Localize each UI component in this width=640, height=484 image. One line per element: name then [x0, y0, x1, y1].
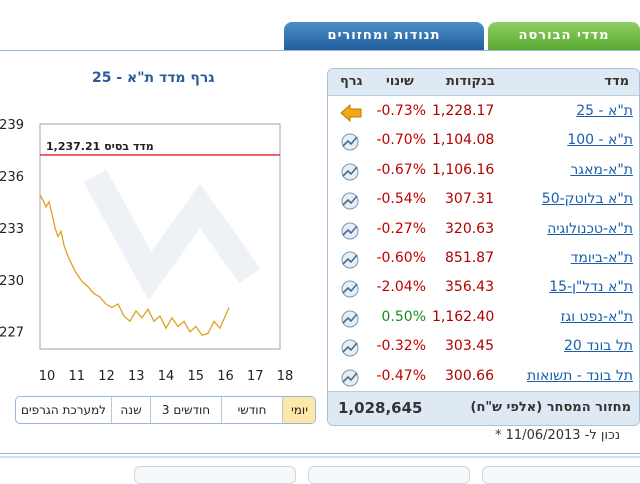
- tab-volatility-turnover[interactable]: תנודות ומחזורים: [284, 22, 484, 50]
- points-value: 1,228.17: [432, 103, 495, 119]
- table-row[interactable]: -0.47% 300.66 תל בונד - תשואות: [328, 362, 639, 392]
- y-tick-label: 230: [0, 274, 24, 289]
- points-value: 1,162.40: [432, 308, 495, 325]
- points-value: 356.43: [445, 279, 494, 296]
- tab-index-stocks[interactable]: מדדי הבורסה: [488, 22, 640, 50]
- watermark-logo: [83, 169, 261, 301]
- index-name-link[interactable]: ת"א-נפט וגז: [560, 308, 633, 325]
- header-points: בנקודות: [446, 74, 495, 89]
- chart-icon[interactable]: [340, 163, 362, 181]
- chart-icon[interactable]: [340, 222, 362, 240]
- change-value: -0.70%: [376, 132, 426, 149]
- range-button-monthly[interactable]: חודשי: [221, 397, 282, 423]
- table-row[interactable]: -2.04% 356.43 ת"א נדל"ן-15: [328, 273, 639, 303]
- chart-icon[interactable]: [340, 339, 362, 357]
- index-name-link[interactable]: ת"א בלוטק-50: [541, 191, 633, 208]
- table-row[interactable]: -0.32% 303.45 תל בונד 20: [328, 332, 639, 362]
- bottom-button[interactable]: [134, 466, 296, 484]
- points-value: 1,106.16: [432, 161, 495, 178]
- chart-icon[interactable]: [340, 133, 362, 151]
- turnover-label: מחזור המסחר (אלפי ש"ח): [470, 400, 632, 415]
- x-tick-label: 15: [187, 369, 204, 384]
- points-value: 320.63: [445, 220, 494, 237]
- y-tick-label: 227: [0, 326, 24, 341]
- change-value: -0.54%: [376, 191, 426, 208]
- y-tick-label: 239: [0, 118, 24, 133]
- x-tick-label: 17: [247, 369, 264, 384]
- index-name-link[interactable]: ת"א-טכנולוגיה: [547, 220, 633, 237]
- bottom-button[interactable]: [308, 466, 470, 484]
- bottom-button[interactable]: [482, 466, 640, 484]
- points-value: 851.87: [445, 250, 494, 266]
- line-chart: 239 236 233 230 227 10 11 12 13 14 15 16 17 18 מדד בסי…: [0, 118, 294, 384]
- series-line: [39, 194, 230, 336]
- index-name-link[interactable]: ת"א נדל"ן-15: [549, 279, 633, 296]
- points-value: 1,104.08: [432, 132, 495, 149]
- table-header: מדד בנקודות שינוי גרף: [328, 69, 639, 96]
- table-row[interactable]: -0.70% 1,104.08 ת"א - 100: [328, 126, 639, 156]
- x-tick-label: 13: [128, 369, 145, 384]
- range-button-chart-system[interactable]: למערכת הגרפים: [20, 403, 106, 417]
- points-value: 300.66: [445, 367, 494, 384]
- points-value: 307.31: [445, 191, 494, 208]
- table-row[interactable]: -0.67% 1,106.16 ת"א-מאגר: [328, 156, 639, 186]
- index-name-link[interactable]: ת"א-ביומד: [570, 250, 633, 266]
- change-value: -0.32%: [376, 338, 426, 355]
- index-name-link[interactable]: ת"א - 25: [576, 103, 633, 119]
- table-row[interactable]: -0.60% 851.87 ת"א-ביומד: [328, 244, 639, 274]
- chart-icon[interactable]: [340, 251, 362, 269]
- change-value: -0.60%: [376, 250, 426, 266]
- change-value: -2.04%: [376, 279, 426, 296]
- chart-title: גרף מדד ת"א - 25: [92, 70, 215, 86]
- x-tick-label: 10: [39, 369, 56, 384]
- table-row[interactable]: -0.54% 307.31 ת"א בלוטק-50: [328, 185, 639, 215]
- points-value: 303.45: [445, 338, 494, 355]
- range-button-year[interactable]: שנה: [111, 397, 150, 423]
- table-row[interactable]: -0.27% 320.63 ת"א-טכנולוגיה: [328, 215, 639, 245]
- x-tick-label: 12: [98, 369, 115, 384]
- arrow-left-icon[interactable]: [340, 104, 362, 122]
- plot-area: [39, 123, 281, 350]
- base-label: מדד בסיס 1,237.21: [46, 140, 154, 153]
- date-note: * נכון ל- 11/06/2013: [495, 428, 621, 443]
- index-name-link[interactable]: תל בונד 20: [563, 338, 633, 355]
- range-button-3-months[interactable]: 3 חודשים: [150, 397, 221, 423]
- change-value: -0.67%: [376, 161, 426, 178]
- divider: [0, 456, 640, 458]
- change-value: 0.50%: [381, 308, 426, 325]
- chart-icon[interactable]: [340, 310, 362, 328]
- table-row[interactable]: -0.73% 1,228.17 ת"א - 25: [328, 97, 639, 127]
- y-tick-label: 236: [0, 170, 24, 185]
- chart-icon[interactable]: [340, 369, 362, 387]
- index-name-link[interactable]: תל בונד - תשואות: [526, 367, 633, 384]
- change-value: -0.27%: [376, 220, 426, 237]
- x-tick-label: 14: [158, 369, 175, 384]
- index-name-link[interactable]: ת"א-מאגר: [570, 161, 633, 178]
- chart-icon[interactable]: [340, 192, 362, 210]
- x-tick-label: 16: [217, 369, 234, 384]
- header-graph: גרף: [340, 74, 363, 89]
- range-button-daily[interactable]: יומי: [282, 397, 315, 423]
- y-tick-label: 233: [0, 222, 24, 237]
- change-value: -0.47%: [376, 367, 426, 384]
- change-value: -0.73%: [376, 103, 426, 119]
- turnover-row: מחזור המסחר (אלפי ש"ח) 1,028,645: [328, 391, 639, 425]
- range-selector: למערכת הגרפים שנה 3 חודשים חודשי יומי: [15, 396, 316, 424]
- index-table: מדד בנקודות שינוי גרף -0.73% 1,228.17 ת"א …: [327, 68, 640, 426]
- x-tick-label: 11: [68, 369, 85, 384]
- x-tick-label: 18: [277, 369, 294, 384]
- header-name: מדד: [604, 74, 629, 89]
- turnover-value: 1,028,645: [338, 399, 423, 417]
- chart-icon[interactable]: [340, 280, 362, 298]
- index-name-link[interactable]: ת"א - 100: [567, 132, 633, 149]
- table-row[interactable]: 0.50% 1,162.40 ת"א-נפט וגז: [328, 303, 639, 333]
- header-change: שינוי: [386, 74, 414, 89]
